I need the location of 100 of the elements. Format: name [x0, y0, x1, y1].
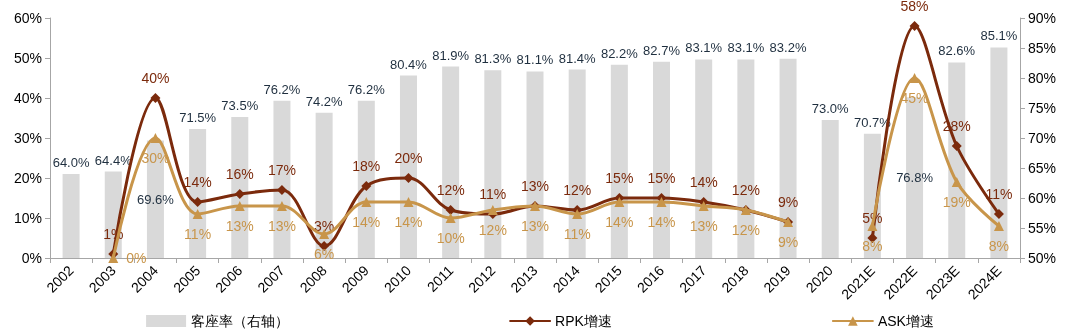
data-label: 76.2% [347, 81, 386, 97]
data-label: 81.9% [432, 47, 470, 63]
data-label: 14% [394, 214, 423, 230]
data-label: 81.4% [558, 50, 597, 66]
data-label: 69.6% [137, 191, 175, 207]
legend-label: RPK增速 [555, 313, 612, 329]
y-tick-label: 30% [13, 130, 42, 146]
point [698, 201, 709, 211]
y-tick-label: 60% [13, 10, 42, 26]
point [234, 189, 245, 199]
data-label: 19% [942, 194, 971, 210]
data-label: 13% [520, 178, 550, 194]
data-label: 12% [731, 222, 760, 238]
data-label: 14% [689, 174, 718, 190]
data-label: 17% [267, 162, 296, 178]
legend-label: 客座率（右轴） [191, 313, 290, 329]
point [361, 197, 372, 207]
y2-tick-label: 85% [1028, 40, 1057, 56]
data-label: 15% [605, 170, 634, 186]
data-label: 73.0% [811, 101, 850, 116]
data-label: 11% [184, 226, 212, 242]
data-label: 14% [605, 214, 634, 230]
data-label: 9% [777, 234, 799, 250]
data-label: 20% [394, 150, 423, 166]
data-label: 82.7% [643, 42, 681, 58]
data-label: 8% [862, 238, 883, 254]
y-tick-label: 40% [13, 90, 42, 106]
y-tick-label: 10% [13, 210, 42, 226]
data-label: 16% [225, 166, 254, 182]
y2-tick-label: 60% [1028, 190, 1057, 206]
y-tick-label: 20% [13, 170, 42, 186]
point [993, 221, 1004, 231]
data-label: 14% [183, 174, 212, 190]
y2-tick-label: 55% [1028, 220, 1057, 236]
point [656, 197, 667, 207]
point [445, 213, 456, 223]
data-label: 6% [314, 246, 335, 262]
data-label: 13% [689, 218, 718, 234]
point [445, 205, 456, 215]
legend-label: ASK增速 [877, 313, 934, 329]
data-label: 13% [225, 218, 254, 234]
data-label: 71.5% [179, 110, 217, 125]
data-label: 12% [563, 182, 592, 198]
data-label: 9% [777, 194, 799, 210]
y2-tick-label: 65% [1028, 160, 1057, 176]
data-label: 74.2% [305, 93, 343, 109]
point [614, 197, 625, 207]
point [192, 197, 203, 207]
data-label: 14% [647, 214, 676, 230]
data-label: 40% [141, 70, 170, 86]
y-tick-label: 50% [13, 50, 42, 66]
data-label: 83.2% [769, 39, 807, 55]
data-label: 10% [436, 230, 465, 246]
y2-tick-label: 50% [1028, 250, 1057, 266]
data-label: 12% [731, 182, 760, 198]
data-label: 58% [900, 0, 929, 14]
data-label: 8% [988, 238, 1010, 254]
point [276, 201, 287, 211]
data-label: 81.3% [474, 51, 512, 67]
data-label: 85.1% [980, 28, 1018, 44]
data-label: 14% [352, 214, 381, 230]
point [951, 177, 962, 187]
data-label: 3% [314, 218, 335, 234]
y2-tick-label: 90% [1028, 10, 1057, 26]
point [993, 209, 1004, 219]
data-label: 73.5% [221, 98, 259, 113]
point [487, 205, 498, 215]
data-label: 18% [352, 158, 381, 174]
data-label: 11% [985, 186, 1013, 202]
data-label: 13% [520, 218, 550, 234]
data-label: 12% [478, 222, 507, 238]
point [403, 197, 414, 207]
y2-tick-label: 80% [1028, 70, 1057, 86]
data-label: 11% [479, 186, 507, 202]
point [150, 93, 161, 103]
y2-tick-label: 75% [1028, 100, 1057, 116]
point [192, 209, 203, 219]
data-label: 0% [126, 250, 147, 266]
point [909, 21, 920, 31]
data-label: 83.1% [727, 40, 765, 56]
data-label: 82.2% [600, 45, 639, 61]
data-label: 64.0% [52, 155, 90, 170]
data-label: 12% [436, 182, 465, 198]
point [951, 141, 962, 151]
data-label: 82.6% [938, 43, 976, 59]
data-label: 81.1% [516, 52, 554, 68]
point [403, 173, 414, 183]
data-label: 15% [647, 170, 676, 186]
point [572, 209, 583, 219]
point [234, 201, 245, 211]
point [361, 181, 372, 191]
data-label: 80.4% [390, 56, 428, 72]
y2-tick-label: 70% [1028, 130, 1057, 146]
y-tick-label: 0% [21, 250, 42, 266]
data-label: 11% [563, 226, 591, 242]
data-label: 76.8% [896, 170, 934, 186]
point [108, 253, 119, 263]
data-label: 83.1% [685, 40, 723, 56]
point [909, 73, 920, 83]
data-label: 76.2% [263, 81, 301, 97]
